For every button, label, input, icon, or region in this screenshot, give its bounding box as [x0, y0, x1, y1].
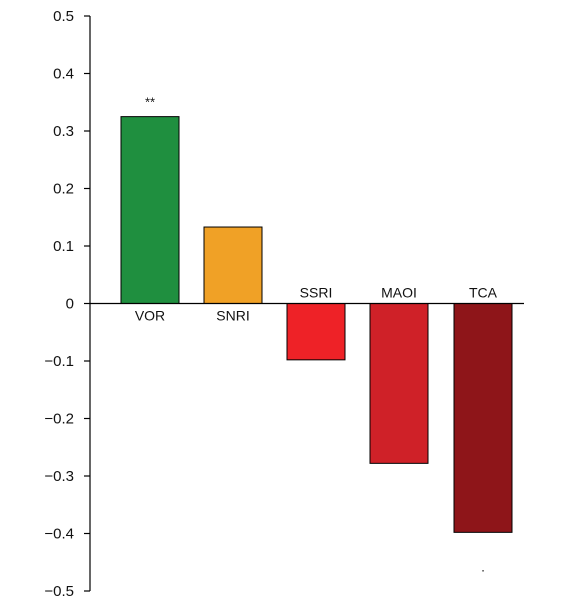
category-label: SNRI	[216, 308, 249, 324]
bar-snri	[203, 226, 263, 304]
y-axis: 0.5 0.4 0.3 0.2 0.1 0 −0.1 −0.2 −0.3 −0.4 −0.5	[44, 8, 91, 600]
bar-vor	[120, 116, 180, 304]
y-tick-label: −0.3	[44, 468, 74, 485]
y-tick-label: −0.4	[44, 526, 74, 543]
category-label: VOR	[135, 308, 165, 324]
y-tick-label: −0.2	[44, 411, 74, 428]
category-label: SSRI	[300, 285, 333, 301]
category-label: MAOI	[381, 285, 417, 301]
y-tick-label: 0	[66, 296, 74, 313]
y-tick-label: −0.5	[44, 583, 74, 600]
bar-tca	[453, 303, 513, 533]
significance-annotation: ·	[481, 562, 485, 577]
significance-annotation: **	[145, 95, 155, 110]
y-tick-label: 0.3	[53, 123, 74, 140]
y-tick-label: 0.5	[53, 8, 74, 25]
y-tick-label: 0.4	[53, 66, 74, 83]
y-tick-label: −0.1	[44, 353, 74, 370]
y-tick-label: 0.2	[53, 181, 74, 198]
category-labels: VOR SNRI SSRI MAOI TCA	[135, 285, 498, 324]
y-tick-label: 0.1	[53, 238, 74, 255]
annotations: ** ·	[145, 95, 485, 578]
category-label: TCA	[469, 285, 498, 301]
bar-maoi	[369, 303, 429, 464]
bar-ssri	[286, 303, 346, 361]
bars	[90, 116, 524, 533]
